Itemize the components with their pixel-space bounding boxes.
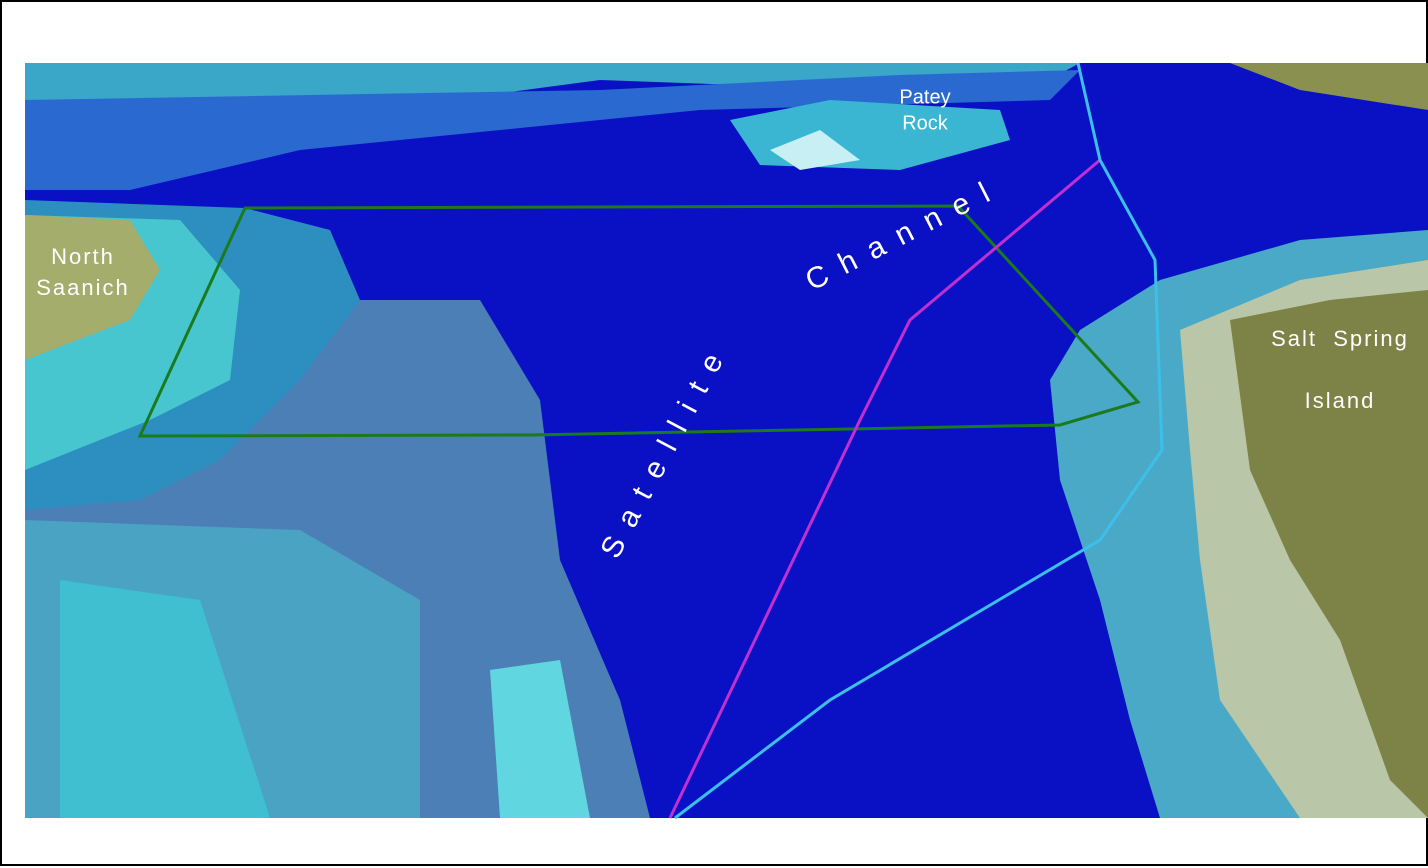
place-label: Saanich bbox=[36, 275, 130, 300]
place-label: Patey bbox=[899, 86, 950, 108]
place-label: Rock bbox=[902, 112, 949, 134]
patey-rock-peak bbox=[770, 130, 860, 170]
route-line-cyan bbox=[674, 62, 1164, 820]
terrain bbox=[25, 63, 1428, 818]
place-label: North bbox=[51, 244, 115, 269]
place-label: Island bbox=[1305, 388, 1376, 413]
slope-north bbox=[25, 70, 1080, 190]
ridge-south bbox=[490, 660, 590, 818]
place-label: Salt Spring bbox=[1271, 326, 1409, 351]
shelf-north bbox=[25, 63, 1080, 190]
land-northeast bbox=[1230, 63, 1428, 110]
land-north-saanich bbox=[25, 215, 160, 360]
study-area-outline bbox=[137, 204, 1141, 438]
route-line-magenta bbox=[668, 158, 1101, 819]
land-salt-spring bbox=[1230, 290, 1428, 818]
shelf-southwest-light bbox=[60, 580, 270, 818]
